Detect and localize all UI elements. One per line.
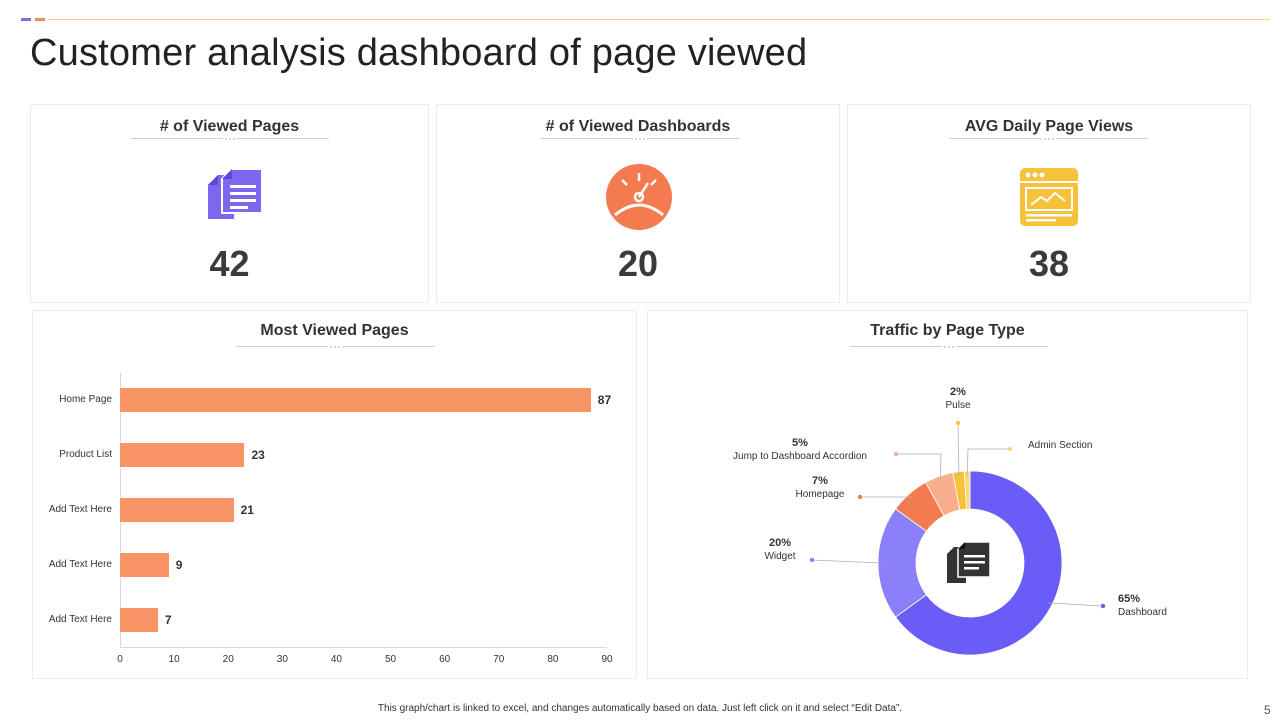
top-accent-bar xyxy=(0,0,1280,24)
browser-window-icon xyxy=(1019,167,1079,232)
x-tick-label: 90 xyxy=(601,654,613,665)
bar-value-label: 87 xyxy=(597,393,612,407)
title-underline xyxy=(131,136,329,141)
donut-percent: 2% xyxy=(950,386,966,398)
bar xyxy=(120,553,169,577)
accent-mark-purple xyxy=(21,18,31,21)
x-tick-label: 80 xyxy=(547,654,559,665)
donut-label: 20% Widget xyxy=(720,537,840,563)
bar-category-label: Add Text Here xyxy=(48,614,112,625)
kpi-value: 38 xyxy=(1028,243,1070,284)
title-underline xyxy=(541,136,739,141)
page-title: Customer analysis dashboard of page view… xyxy=(30,32,808,74)
kpi-title: # of Viewed Dashboards xyxy=(545,118,731,135)
x-tick-label: 10 xyxy=(168,654,180,665)
bar xyxy=(120,608,158,632)
donut-category: Dashboard xyxy=(1118,607,1167,618)
title-underline xyxy=(236,344,434,349)
kpi-title: # of Viewed Pages xyxy=(159,118,300,135)
title-underline xyxy=(950,136,1148,141)
most-viewed-pages-card: Most Viewed Pages Home Page 87 Product Lis… xyxy=(32,310,637,679)
page-number: 5 xyxy=(1264,703,1271,717)
donut-percent: 20% xyxy=(768,537,792,549)
x-tick-label: 50 xyxy=(384,654,397,665)
bar xyxy=(120,443,245,467)
donut-category: Homepage xyxy=(795,489,845,500)
donut-label: 2% Pulse xyxy=(898,386,1018,412)
accent-mark-orange xyxy=(35,18,45,21)
speedometer-icon xyxy=(605,163,673,236)
donut-category: Admin Section xyxy=(1028,440,1093,451)
bar-value-label: 23 xyxy=(251,448,265,462)
accent-line xyxy=(48,19,1270,20)
footer-note: This graph/chart is linked to excel, and… xyxy=(377,703,903,714)
kpi-card-viewed-dashboards: # of Viewed Dashboards 20 xyxy=(436,104,840,303)
donut-percent: 7% xyxy=(812,475,828,487)
donut-category: Widget xyxy=(764,551,796,562)
bar-category-label: Add Text Here xyxy=(48,504,112,515)
kpi-value: 42 xyxy=(209,243,250,284)
x-tick-label: 40 xyxy=(330,654,342,665)
center-documents-icon xyxy=(946,541,992,590)
bar-value-label: 7 xyxy=(164,613,172,627)
bar-category-label: Add Text Here xyxy=(48,559,112,570)
x-tick-label: 0 xyxy=(117,654,123,665)
documents-icon xyxy=(206,167,264,230)
donut-label: 65% Dashboard xyxy=(1118,593,1238,619)
donut-label: 5% Jump to Dashboard Accordion xyxy=(700,437,900,463)
donut-category: Jump to Dashboard Accordion xyxy=(733,451,867,462)
x-tick-label: 60 xyxy=(439,654,451,665)
bar-value-label: 9 xyxy=(175,558,183,572)
donut-category: Pulse xyxy=(945,400,971,411)
x-tick-label: 30 xyxy=(276,654,288,665)
bar xyxy=(120,498,234,522)
traffic-by-page-type-card: Traffic by Page Type xyxy=(647,310,1248,679)
x-tick-label: 20 xyxy=(222,654,234,665)
kpi-card-viewed-pages: # of Viewed Pages 42 xyxy=(30,104,429,303)
donut-label: Admin Section xyxy=(1028,439,1148,452)
x-tick-label: 70 xyxy=(493,654,505,665)
donut-percent: 5% xyxy=(792,437,808,449)
donut-label: 7% Homepage xyxy=(760,475,880,501)
title-underline xyxy=(850,344,1048,349)
bar-chart-area: Home Page 87 Product List 23 Add Text Here 21… xyxy=(33,311,638,680)
bar-value-label: 21 xyxy=(240,503,254,517)
bar-category-label: Product List xyxy=(59,449,112,460)
kpi-title: AVG Daily Page Views xyxy=(964,118,1134,135)
kpi-card-avg-daily-views: AVG Daily Page Views 38 xyxy=(847,104,1251,303)
bar-chart-title: Most Viewed Pages xyxy=(260,322,409,339)
bar xyxy=(120,388,591,412)
bar-category-label: Home Page xyxy=(59,394,112,405)
donut-percent: 65% xyxy=(1118,593,1141,605)
x-axis-line xyxy=(120,647,607,648)
pie-chart-title: Traffic by Page Type xyxy=(870,322,1025,339)
kpi-value: 20 xyxy=(617,243,659,284)
